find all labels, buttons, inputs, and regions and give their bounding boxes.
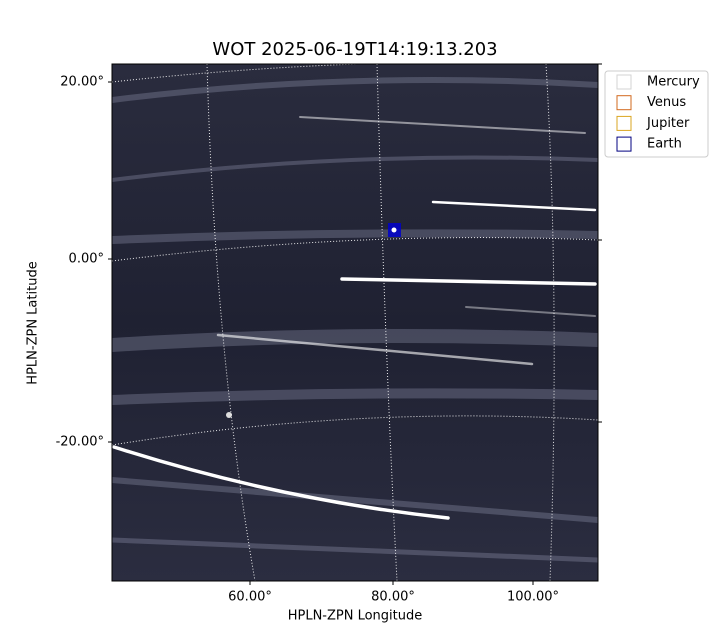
legend: Mercury Venus Jupiter Earth <box>604 70 709 158</box>
image-background <box>112 64 598 581</box>
streak <box>112 445 450 520</box>
streak <box>340 277 597 286</box>
axes-frame <box>111 63 599 582</box>
legend-label: Jupiter <box>646 116 690 131</box>
ticks <box>108 63 602 585</box>
comet <box>226 412 232 418</box>
streak <box>465 306 596 317</box>
legend-swatch <box>616 115 632 131</box>
legend-frame <box>604 70 709 158</box>
legend-label: Earth <box>647 137 682 152</box>
y-axis-label: HPLN-ZPN Latitude <box>26 261 41 384</box>
grid-line <box>545 64 555 581</box>
streak <box>216 333 534 366</box>
earth <box>391 227 397 233</box>
grid-line <box>112 237 598 262</box>
legend-label: Mercury <box>647 75 700 90</box>
legend-swatch <box>616 74 632 90</box>
y-tick-label: 20.00° <box>60 75 104 90</box>
background-streaks <box>112 77 598 563</box>
y-tick-label: -20.00° <box>56 435 104 450</box>
x-tick-label: 100.00° <box>507 590 559 605</box>
x-tick-label: 80.00° <box>371 590 415 605</box>
streak <box>299 116 586 134</box>
x-axis-label: HPLN-ZPN Longitude <box>288 609 423 624</box>
title: WOT 2025-06-19T14:19:13.203 <box>212 39 497 60</box>
y-tick-label: 0.00° <box>69 252 104 267</box>
legend-label: Venus <box>647 95 686 110</box>
image <box>112 64 598 581</box>
x-tick-label: 60.00° <box>228 590 272 605</box>
streak <box>431 200 597 212</box>
legend-swatch <box>616 136 632 152</box>
legend-swatch <box>616 95 632 111</box>
